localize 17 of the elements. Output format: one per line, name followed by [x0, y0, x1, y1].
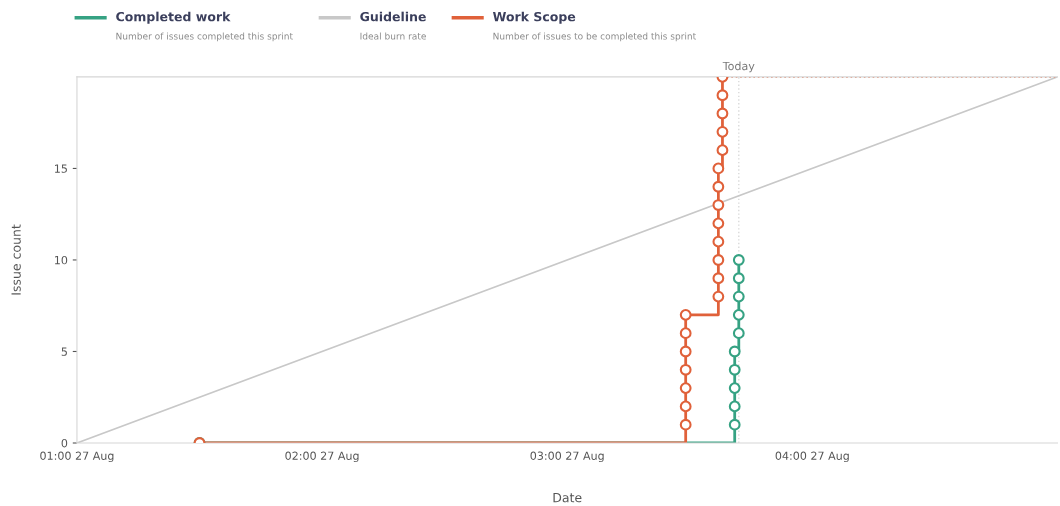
y-tick-label: 10	[55, 255, 68, 265]
y-axis-title: Issue count	[11, 224, 21, 295]
ref-line-label: Today	[722, 61, 755, 73]
y-tick-label: 15	[55, 164, 67, 173]
text: Number of issues to be completed this sprint	[493, 32, 696, 42]
x-tick-label: 02:00 27 Aug	[285, 451, 359, 463]
x-tick-label: 01:00 27 Aug	[40, 451, 114, 463]
legend-label: Completed work	[116, 11, 231, 24]
x-tick-label: 04:00 27 Aug	[775, 451, 849, 463]
x-tick-label: 03:00 27 Aug	[530, 451, 604, 463]
text: Ideal burn rate	[360, 32, 426, 40]
y-tick-label: 0	[61, 438, 68, 448]
y-tick-label: 5	[61, 347, 67, 356]
legend-label: Work Scope	[492, 11, 576, 24]
text: Number of issues completed this sprint	[116, 32, 293, 42]
legend-label: Guideline	[360, 11, 426, 22]
x-axis-title: Date	[553, 493, 582, 503]
